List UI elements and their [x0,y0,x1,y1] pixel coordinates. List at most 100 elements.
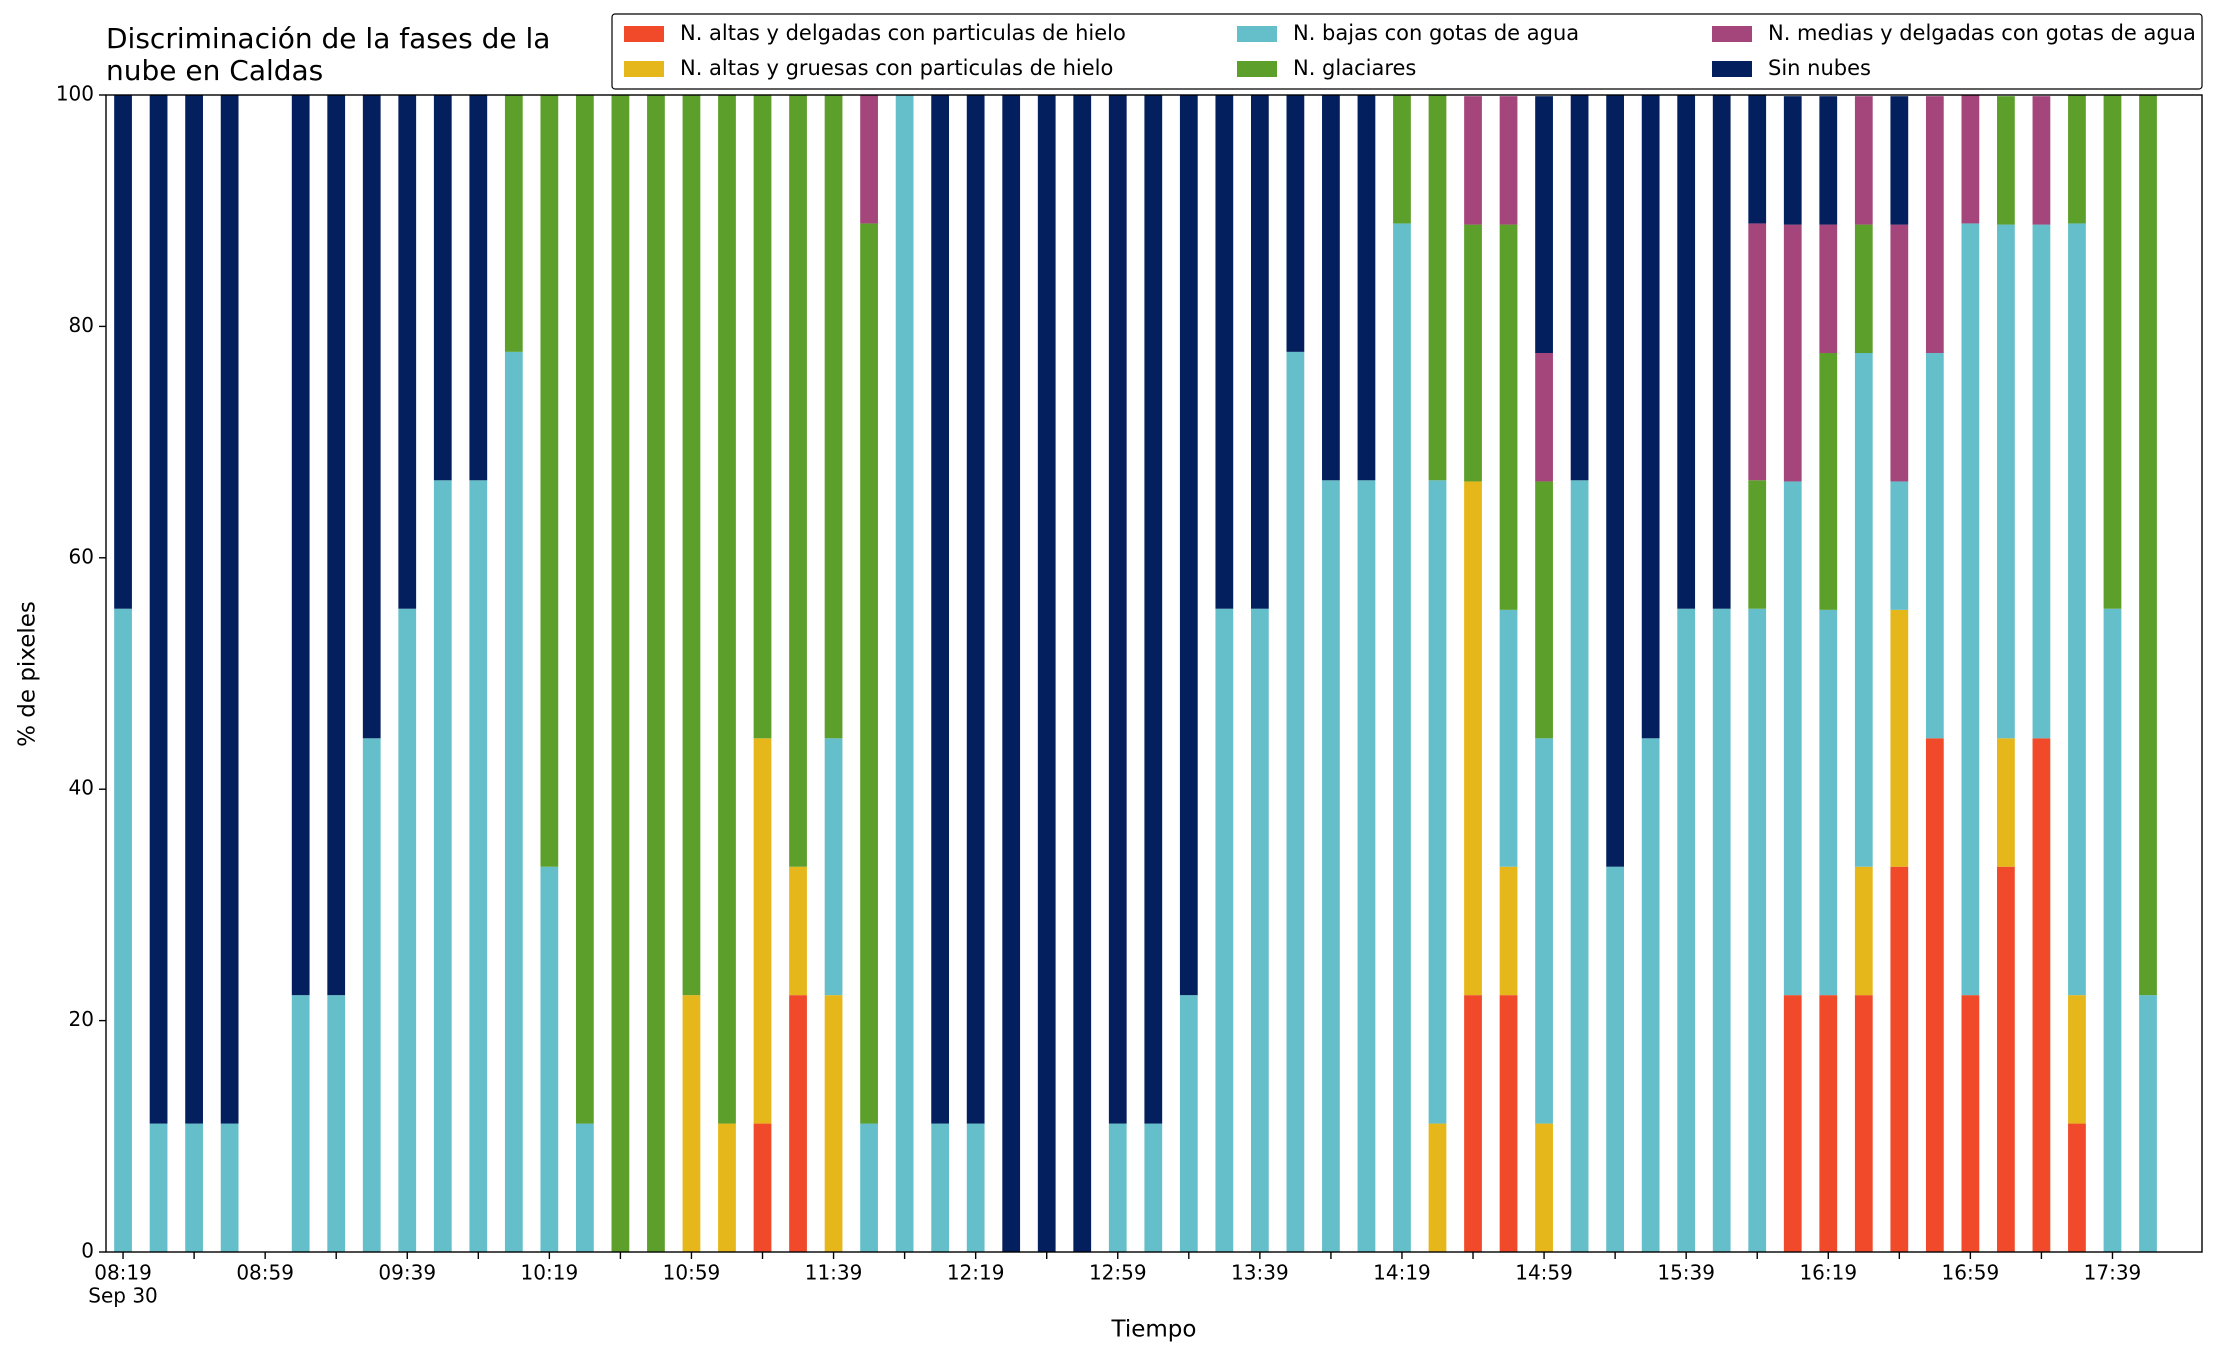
bar-segment [2103,95,2122,609]
bar-segment [1925,96,1944,354]
bar-segment [1464,481,1482,996]
bar-segment [1144,95,1163,1124]
bar-segment [504,351,523,1252]
x-tick-label: 08:59 [236,1261,294,1285]
bar-segment [1499,995,1518,1252]
bar-segment [1783,481,1802,996]
legend-box [611,13,2203,90]
bar-segment [1322,480,1340,1252]
bar-segment [895,95,914,1252]
bar-segment [1925,353,1944,739]
bar-segment [1428,1123,1447,1252]
bar-segment [2139,95,2157,996]
y-tick-label: 60 [69,544,94,568]
bar-segment [504,95,523,352]
bar-segment [2103,608,2122,1252]
bar-segment [398,608,417,1252]
y-tick-label: 100 [56,82,94,106]
bar-segment [1783,96,1802,225]
x-tick-label: 15:39 [1657,1261,1715,1285]
bar-segment [753,1123,772,1252]
bar-segment [718,1123,736,1252]
bar-segment [1641,95,1660,739]
x-tick-label: 10:19 [521,1261,579,1285]
bar-segment [1535,1123,1553,1252]
bar-segment [860,95,878,224]
legend-label: N. glaciares [1293,56,1416,80]
bar-segment [1499,609,1518,867]
bar-segment [1854,96,1873,225]
bar-segment [824,995,843,1252]
bar-segment [2068,223,2086,996]
bar-segment [1570,480,1589,1252]
legend-swatch [1237,61,1277,77]
bar-segment [789,995,807,1252]
bar-segment [789,95,807,867]
bar-segment [1286,351,1305,1252]
bar-segment [1215,608,1234,1252]
bar-segment [1854,353,1873,867]
bar-segment [1464,96,1482,225]
bar-segment [185,1123,203,1252]
legend-swatch [1237,26,1277,42]
bar-segment [1819,353,1838,610]
legend-label: N. medias y delgadas con gotas de agua [1768,21,2196,45]
x-tick-label: 14:59 [1515,1261,1573,1285]
bar-segment [1250,95,1269,609]
bar-segment [1997,96,2015,225]
bar-segment [1286,95,1305,352]
bar-segment [753,95,772,739]
bar-segment [824,738,843,996]
bar-segment [1535,353,1553,482]
bar-segment [1215,95,1234,609]
x-tick-label: 08:19 [94,1261,152,1285]
x-tick-label: 12:59 [1089,1261,1147,1285]
x-axis-label: Tiempo [1111,1317,1197,1343]
bar-segment [1535,738,1553,1124]
legend-label: N. altas y gruesas con particulas de hie… [680,56,1113,80]
bar-segment [647,95,665,1252]
bar-segment [1357,480,1376,1252]
x-tick-label: 09:39 [378,1261,436,1285]
y-tick-label: 40 [69,776,94,800]
bar-segment [966,1123,985,1252]
bar-segment [611,95,630,1252]
bar-segment [1393,223,1411,1252]
x-tick-label: 11:39 [805,1261,863,1285]
bar-segment [1712,608,1731,1252]
bar-segment [185,95,203,1124]
bar-segment [1677,608,1696,1252]
bar-segment [1322,95,1340,481]
bar-segment [327,95,346,996]
chart-title: Discriminación de la fases de la nube en … [106,22,550,87]
bar-segment [1108,1123,1127,1252]
bar-segment [1819,995,1838,1252]
bar-segment [220,95,239,1124]
bar-segment [1144,1123,1163,1252]
bar-segment [362,738,381,1252]
legend-label: Sin nubes [1768,56,1871,80]
bar-segment [1854,995,1873,1252]
bar-segment [1677,95,1696,609]
bar-segment [931,1123,950,1252]
bar-segment [220,1123,239,1252]
bar-segment [576,95,594,1124]
bar-segment [1179,995,1198,1252]
bar-segment [1428,480,1447,1124]
bar-segment [1748,95,1767,224]
x-tick-label: 14:19 [1373,1261,1431,1285]
bar-segment [1748,480,1767,609]
bar-segment [291,995,310,1252]
bar-segment [1037,95,1056,1252]
bar-segment [1606,95,1625,867]
x-date-label: Sep 30 [88,1284,158,1308]
bar-segment [1854,224,1873,354]
bar-segment [1393,95,1411,224]
bar-segment [1499,96,1518,225]
bar-segment [540,866,559,1252]
bar-segment [1748,223,1767,481]
bar-segment [1606,866,1625,1252]
bar-segment [114,608,132,1252]
x-tick-label: 16:19 [1799,1261,1857,1285]
